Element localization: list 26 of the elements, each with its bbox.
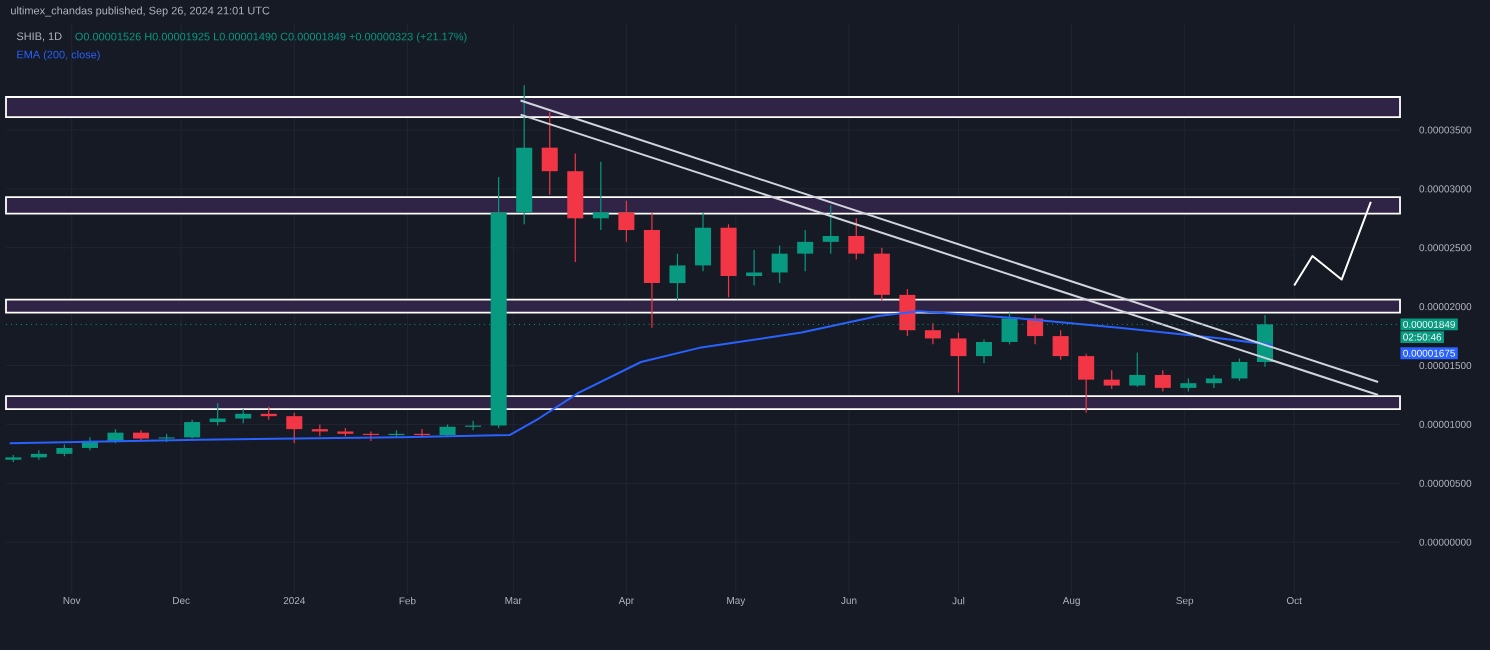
candlestick: [848, 217, 865, 261]
candlestick: [541, 111, 558, 196]
candlestick: [286, 412, 303, 444]
candlestick: [1103, 369, 1120, 390]
candlestick: [1154, 369, 1171, 393]
candlestick: [618, 200, 635, 243]
candlestick: [184, 419, 201, 440]
candlestick: [822, 204, 839, 255]
candlestick: [950, 331, 967, 394]
candlestick: [669, 253, 686, 302]
candlestick: [567, 152, 584, 263]
candlestick: [924, 322, 941, 345]
candlestick: [899, 288, 916, 337]
line-series: [8, 310, 1274, 445]
candlestick: [975, 339, 993, 364]
candlestick: [1129, 351, 1146, 388]
candlestick: [771, 244, 788, 284]
candlestick: [746, 249, 763, 287]
candlestick: [1078, 353, 1095, 414]
candlestick: [873, 247, 890, 302]
candlestick: [1231, 357, 1248, 382]
candlestick: [694, 211, 712, 272]
candlestick: [592, 161, 609, 231]
candlestick: [797, 229, 814, 272]
candlestick: [1052, 329, 1069, 361]
candlestick: [1205, 374, 1222, 389]
